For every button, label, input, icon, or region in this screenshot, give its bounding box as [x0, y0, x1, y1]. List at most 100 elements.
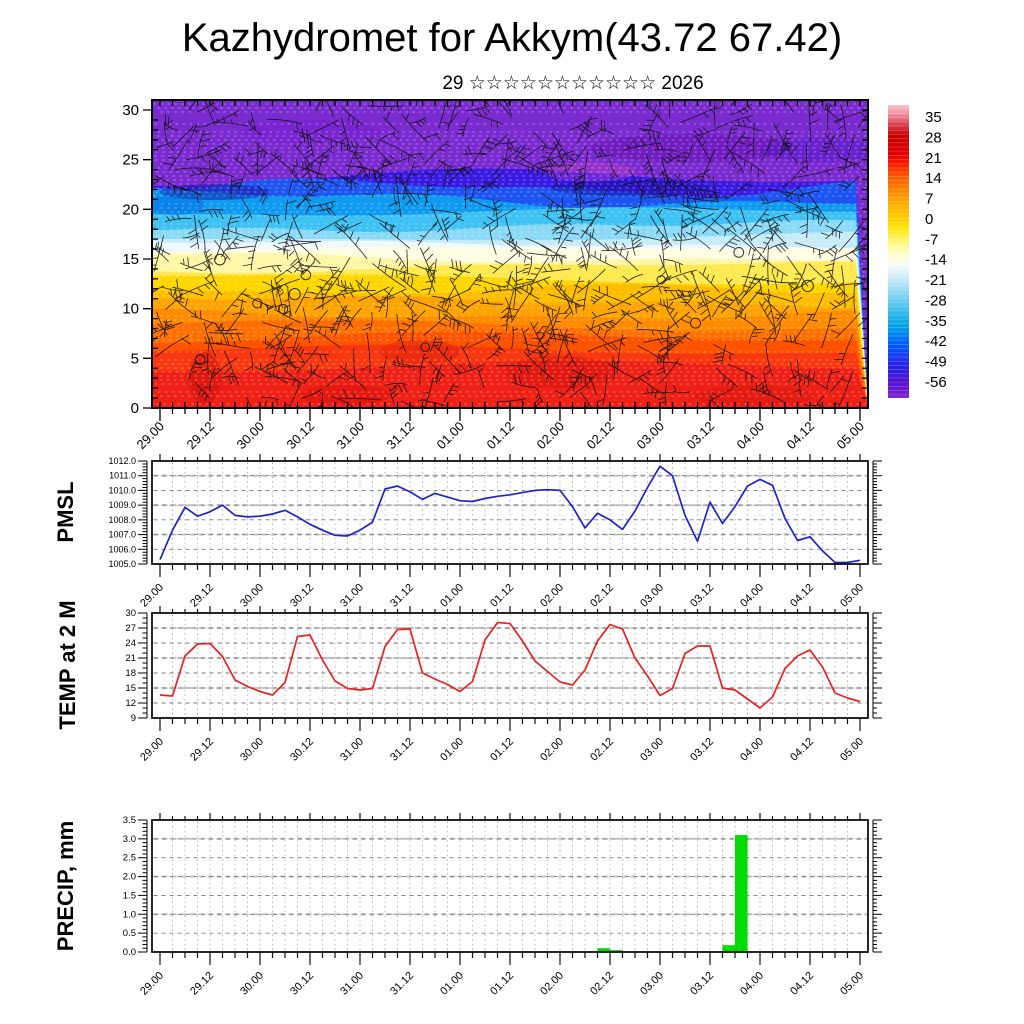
svg-text:-49: -49 — [925, 354, 947, 371]
date-subtitle: 29 ☆☆☆☆☆☆☆☆☆☆☆ 2026 — [442, 73, 704, 94]
svg-text:20: 20 — [122, 201, 139, 218]
svg-text:04.12: 04.12 — [788, 970, 816, 998]
svg-text:29.00: 29.00 — [138, 736, 166, 764]
svg-text:05.00: 05.00 — [838, 582, 866, 610]
svg-text:31.00: 31.00 — [338, 736, 366, 764]
svg-text:04.12: 04.12 — [784, 419, 818, 453]
svg-text:03.12: 03.12 — [688, 736, 716, 764]
svg-text:29.00: 29.00 — [138, 582, 166, 610]
svg-text:18: 18 — [125, 668, 136, 679]
svg-text:05.00: 05.00 — [834, 419, 868, 453]
svg-text:01.12: 01.12 — [484, 419, 518, 453]
svg-text:03.12: 03.12 — [688, 970, 716, 998]
svg-text:02.12: 02.12 — [588, 736, 616, 764]
svg-text:12: 12 — [125, 698, 136, 709]
svg-text:10: 10 — [122, 301, 139, 318]
svg-text:31.12: 31.12 — [388, 736, 416, 764]
colorbar: 35 28 21 14 7 0 -7 -14 -21 -28 -35 -42 -49 -56 — [888, 104, 947, 398]
svg-text:03.00: 03.00 — [638, 736, 666, 764]
svg-text:29.00: 29.00 — [134, 419, 168, 453]
precip-bar — [610, 950, 623, 952]
svg-text:2.0: 2.0 — [123, 872, 136, 883]
svg-text:-14: -14 — [925, 252, 947, 269]
precip-bar — [597, 948, 610, 952]
svg-text:02.12: 02.12 — [584, 419, 618, 453]
svg-text:1011.0: 1011.0 — [109, 471, 136, 481]
svg-text:29.12: 29.12 — [188, 736, 216, 764]
svg-text:0.0: 0.0 — [123, 947, 136, 958]
svg-text:30.00: 30.00 — [238, 970, 266, 998]
svg-text:30: 30 — [122, 102, 139, 119]
svg-text:1008.0: 1008.0 — [108, 515, 136, 525]
svg-text:04.12: 04.12 — [788, 582, 816, 610]
precip-bar — [735, 835, 748, 952]
svg-text:2.5: 2.5 — [123, 853, 136, 864]
svg-text:02.00: 02.00 — [538, 970, 566, 998]
svg-text:30.12: 30.12 — [284, 419, 318, 453]
svg-text:01.12: 01.12 — [488, 970, 516, 998]
svg-text:31.00: 31.00 — [338, 970, 366, 998]
svg-text:30: 30 — [125, 608, 136, 619]
precip-bar — [722, 945, 735, 952]
svg-text:03.00: 03.00 — [638, 582, 666, 610]
svg-text:3.5: 3.5 — [123, 815, 136, 826]
svg-text:02.00: 02.00 — [538, 736, 566, 764]
svg-text:5: 5 — [131, 350, 139, 367]
svg-text:-21: -21 — [925, 272, 947, 289]
svg-text:-56: -56 — [925, 374, 947, 391]
svg-text:31.12: 31.12 — [388, 970, 416, 998]
svg-text:29.12: 29.12 — [188, 582, 216, 610]
svg-text:1.0: 1.0 — [123, 909, 136, 920]
svg-text:30.12: 30.12 — [288, 970, 316, 998]
svg-text:1012.0: 1012.0 — [108, 456, 136, 466]
svg-text:35: 35 — [925, 109, 942, 126]
svg-text:21: 21 — [925, 150, 942, 167]
svg-text:1006.0: 1006.0 — [108, 544, 136, 554]
temp2m-panel: 9 12 15 18 21 24 27 30 29.00 29.12 30.00 30.12 31.00… — [125, 606, 882, 764]
svg-text:1007.0: 1007.0 — [108, 530, 136, 540]
svg-text:30.12: 30.12 — [288, 736, 316, 764]
svg-text:03.00: 03.00 — [638, 970, 666, 998]
svg-text:02.12: 02.12 — [588, 582, 616, 610]
svg-text:31.12: 31.12 — [384, 419, 418, 453]
svg-text:01.00: 01.00 — [438, 736, 466, 764]
svg-text:31.00: 31.00 — [338, 582, 366, 610]
svg-text:29.12: 29.12 — [184, 419, 218, 453]
svg-text:25: 25 — [122, 152, 139, 169]
svg-text:30.12: 30.12 — [288, 582, 316, 610]
svg-text:1.5: 1.5 — [123, 890, 136, 901]
svg-text:3.0: 3.0 — [123, 834, 136, 845]
svg-text:02.12: 02.12 — [588, 970, 616, 998]
svg-text:03.00: 03.00 — [634, 419, 668, 453]
svg-text:04.12: 04.12 — [788, 736, 816, 764]
svg-text:-7: -7 — [925, 231, 938, 248]
svg-text:31.00: 31.00 — [334, 419, 368, 453]
svg-text:-35: -35 — [925, 313, 947, 330]
pmsl-series — [159, 465, 861, 564]
svg-text:15: 15 — [125, 683, 136, 694]
svg-text:28: 28 — [925, 129, 942, 146]
svg-text:1010.0: 1010.0 — [108, 485, 136, 495]
svg-text:29.12: 29.12 — [188, 970, 216, 998]
svg-text:-28: -28 — [925, 292, 947, 309]
svg-text:27: 27 — [125, 623, 136, 634]
svg-text:-42: -42 — [925, 333, 947, 350]
svg-text:24: 24 — [125, 638, 136, 649]
svg-text:02.00: 02.00 — [538, 582, 566, 610]
svg-text:30.00: 30.00 — [234, 419, 268, 453]
svg-text:9: 9 — [131, 713, 136, 724]
svg-text:15: 15 — [122, 251, 139, 268]
svg-text:7: 7 — [925, 191, 933, 208]
svg-text:05.00: 05.00 — [838, 970, 866, 998]
svg-text:04.00: 04.00 — [738, 970, 766, 998]
svg-text:01.00: 01.00 — [438, 970, 466, 998]
temp2m-series — [159, 621, 861, 709]
svg-text:21: 21 — [125, 653, 136, 664]
svg-text:05.00: 05.00 — [838, 736, 866, 764]
svg-text:0: 0 — [925, 211, 933, 228]
svg-text:01.12: 01.12 — [488, 736, 516, 764]
svg-text:0: 0 — [131, 400, 139, 417]
precip-panel: 0.0 0.5 1.0 1.5 2.0 2.5 3.0 3.5 29.00 29.12 30.00 3… — [123, 813, 882, 998]
